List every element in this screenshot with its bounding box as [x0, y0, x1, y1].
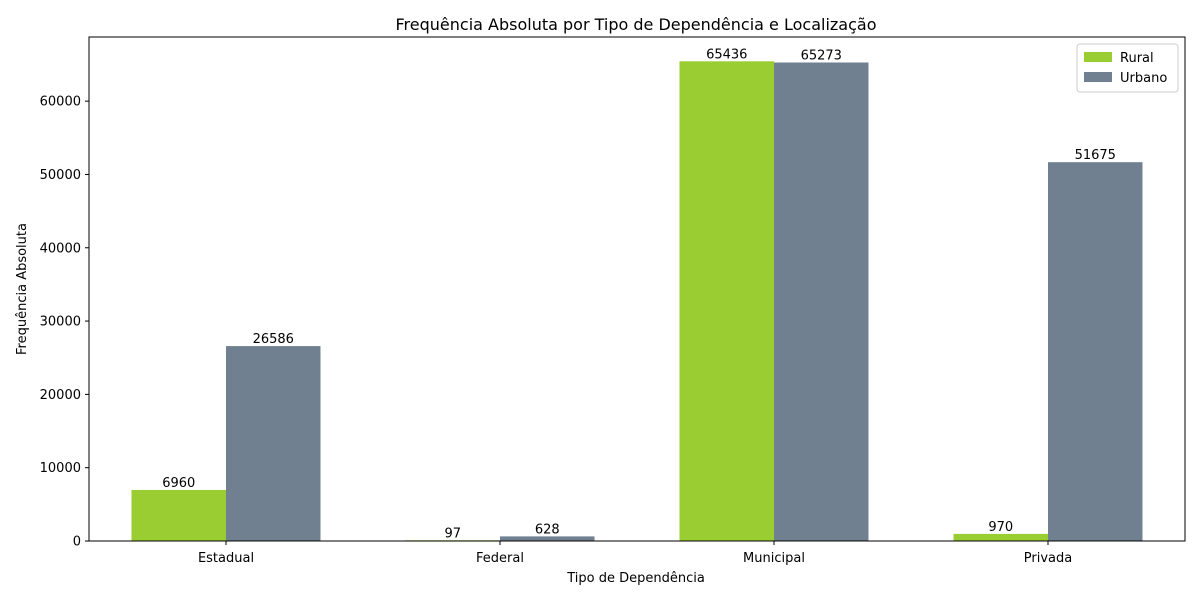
bar-urbano-estadual[interactable]	[226, 346, 321, 541]
x-tick-label-federal: Federal	[476, 551, 524, 566]
data-label: 6960	[162, 476, 195, 491]
data-label: 65436	[706, 47, 747, 62]
bar-rural-municipal[interactable]	[679, 61, 775, 542]
data-label: 628	[535, 522, 560, 537]
x-tick-label-privada: Privada	[1024, 551, 1072, 566]
y-tick-label: 30000	[40, 315, 81, 330]
legend-label-urbano: Urbano	[1120, 71, 1167, 86]
data-label: 970	[988, 520, 1013, 535]
y-tick-label: 50000	[40, 168, 81, 183]
data-label: 51675	[1075, 148, 1116, 163]
bar-rural-privada[interactable]	[953, 533, 1049, 541]
bar-urbano-municipal[interactable]	[774, 62, 869, 542]
y-axis-label: Frequência Absoluta	[15, 223, 30, 355]
bar-rural-estadual[interactable]	[131, 489, 227, 541]
x-axis-label: Tipo de Dependência	[566, 571, 705, 586]
x-tick-label-municipal: Municipal	[743, 551, 805, 566]
legend-swatch-urbano	[1084, 72, 1112, 82]
y-tick-label: 40000	[40, 241, 81, 256]
x-tick-label-estadual: Estadual	[198, 551, 254, 566]
data-label: 65273	[801, 48, 842, 63]
legend: Rural Urbano	[1076, 43, 1179, 93]
y-tick-label: 20000	[40, 388, 81, 403]
plot-area: 6960 97 65436 970 26586 628 65273 51675 0 10000 20…	[40, 36, 1186, 566]
legend-swatch-rural	[1084, 52, 1112, 62]
legend-label-rural: Rural	[1120, 51, 1154, 66]
bar-urbano-federal[interactable]	[500, 536, 595, 541]
y-tick-label: 0	[73, 535, 81, 550]
chart-title: Frequência Absoluta por Tipo de Dependên…	[396, 15, 877, 34]
y-tick-label: 10000	[40, 461, 81, 476]
data-label: 97	[444, 526, 461, 541]
y-tick-label: 60000	[40, 95, 81, 110]
axes-frame	[88, 36, 1186, 542]
bar-urbano-privada[interactable]	[1048, 162, 1143, 541]
data-label: 26586	[253, 332, 294, 347]
